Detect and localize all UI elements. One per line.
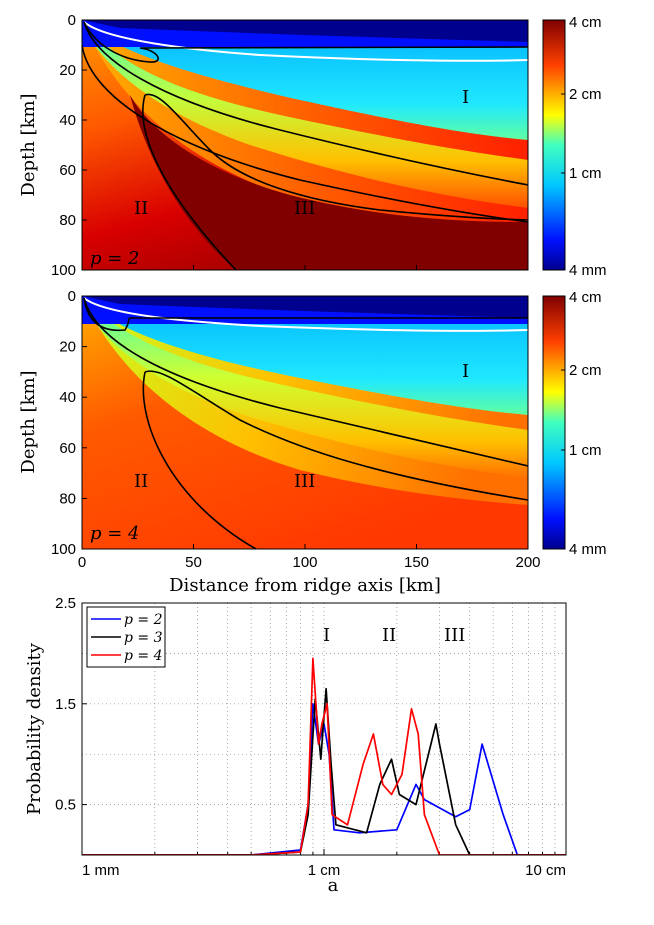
x-tick-label: 100 (292, 554, 317, 571)
colorbar-tick-label: 4 cm (569, 14, 602, 31)
contour-iii-inner (144, 370, 528, 501)
x-tick-label: 200 (515, 554, 540, 571)
contour-ii-iii-upper (82, 44, 528, 223)
colorbar (542, 295, 566, 550)
series-group (82, 657, 566, 855)
region-label-ii: II (134, 198, 148, 219)
y-tick-label: 0 (68, 12, 76, 29)
annotation-i: I (323, 625, 330, 646)
x-tick-label: 10 cm (525, 862, 566, 879)
transition-band (82, 296, 528, 478)
y-axis: 0.5 1.5 2.5 (55, 595, 87, 814)
y-axis-label: Depth [km] (18, 93, 39, 196)
y-axis-label: Depth [km] (18, 370, 39, 473)
y-axis-label: Probability density (24, 642, 45, 815)
contour-ii-left (142, 371, 257, 549)
colorbar-p2: 4 cm 2 cm 1 cm 4 mm (542, 14, 607, 279)
y-tick-label: 40 (59, 112, 76, 129)
axes-box (81, 602, 567, 856)
colorbar-tick-label: 1 cm (569, 165, 602, 182)
region-label-i: I (462, 87, 469, 108)
colorbar-tick-label: 4 cm (569, 289, 602, 306)
region-label-ii: II (134, 471, 148, 492)
region-label-iii: III (294, 471, 315, 492)
lithosphere-region (82, 296, 528, 415)
contour-i-ii (83, 21, 528, 186)
y-tick-label: 2.5 (55, 595, 76, 612)
legend-label-p4: p = 4 (124, 648, 163, 664)
y-tick-label: 0.5 (55, 797, 76, 814)
colorbar-tick-label: 4 mm (569, 262, 607, 279)
y-tick-label: 0 (68, 288, 76, 305)
isotherm-white (83, 21, 528, 62)
colorbar-tick-label: 4 mm (569, 541, 607, 558)
x-axis: 1 mm 1 cm 10 cm (82, 862, 566, 879)
y-tick-label: 60 (59, 162, 76, 179)
contour-top (83, 297, 528, 332)
legend: p = 2 p = 3 p = 4 (86, 606, 166, 668)
colorbar-tick-label: 2 cm (569, 86, 602, 103)
heatmap-panel-p4: 0 20 40 60 80 100 0 50 100 150 200 Depth [km] I I… (18, 288, 541, 571)
y-tick-label: 1.5 (55, 696, 76, 713)
colorbar-p4: 4 cm 2 cm 1 cm 4 mm (542, 289, 607, 558)
y-axis: 0 20 40 60 80 100 (51, 288, 87, 558)
surface-cold-layer (82, 296, 528, 318)
y-tick-label: 20 (59, 339, 76, 356)
isotherm-white (83, 297, 528, 332)
annotation-iii: III (444, 625, 465, 646)
legend-label-p3: p = 3 (124, 630, 163, 646)
series-line-p3 (82, 687, 566, 855)
region-label-i: I (462, 361, 469, 382)
colorbar-tick-label: 1 cm (569, 442, 602, 459)
shared-x-axis-label: Distance from ridge axis [km] (169, 575, 441, 596)
y-tick-label: 60 (59, 440, 76, 457)
colorbar (542, 19, 566, 271)
contour-top (83, 21, 528, 63)
probability-density-chart: 0.5 1.5 2.5 1 mm 1 cm 10 cm Probability dens… (24, 595, 567, 896)
contour-iii-inner (144, 93, 528, 221)
y-tick-label: 80 (59, 212, 76, 229)
y-tick-label: 100 (51, 541, 76, 558)
panel-p-label: p = 2 (90, 248, 140, 269)
surface-cold-layer (82, 20, 528, 42)
x-axis (81, 265, 529, 270)
heatmap-panel-p2: 0 20 40 60 80 100 Depth [km] I II III p = 2 (18, 12, 529, 279)
y-tick-label: 20 (59, 62, 76, 79)
contour-ii-left (142, 94, 237, 270)
x-axis-label: a (328, 875, 339, 896)
panel-p-label: p = 4 (90, 523, 140, 544)
x-tick-label: 50 (185, 554, 202, 571)
x-tick-label: 1 cm (308, 862, 341, 879)
series-line-p4 (82, 657, 566, 855)
region-deep (82, 296, 528, 549)
colorbar-tick-label: 2 cm (569, 362, 602, 379)
region-label-iii: III (294, 198, 315, 219)
legend-label-p2: p = 2 (124, 612, 163, 628)
y-tick-label: 80 (59, 490, 76, 507)
annotation-ii: II (382, 625, 396, 646)
region-iii-core (130, 95, 528, 270)
x-tick-label: 1 mm (82, 862, 120, 879)
x-tick-label: 150 (404, 554, 429, 571)
y-tick-label: 100 (51, 262, 76, 279)
legend-box (86, 606, 166, 668)
y-axis: 0 20 40 60 80 100 (51, 12, 87, 279)
transition-band (82, 20, 528, 208)
y-tick-label: 40 (59, 389, 76, 406)
contour-i-ii (83, 297, 528, 467)
x-axis: 0 50 100 150 200 (78, 544, 541, 571)
x-tick-label: 0 (78, 554, 86, 571)
